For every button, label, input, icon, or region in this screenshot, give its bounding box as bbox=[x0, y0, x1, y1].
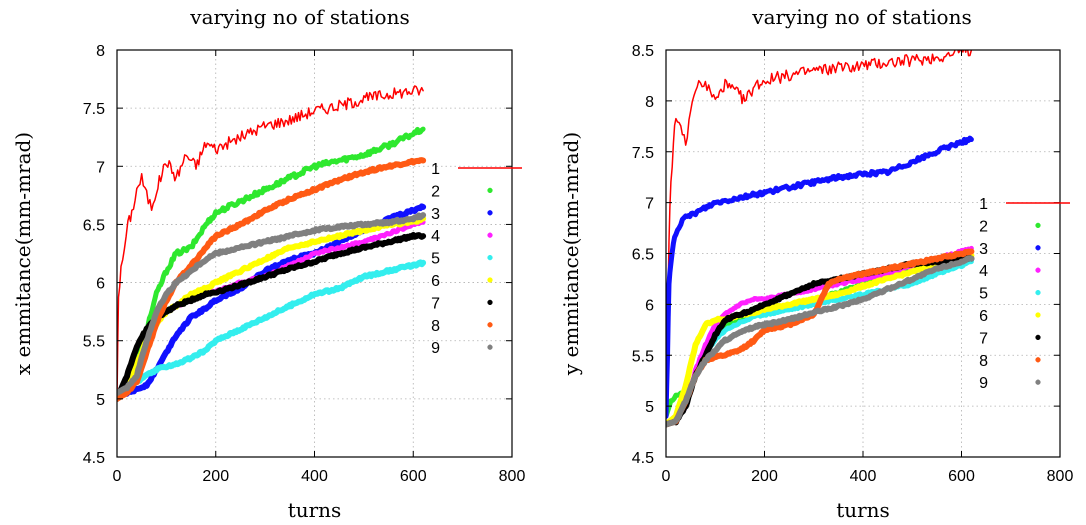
x-tick-label: 400 bbox=[850, 468, 877, 485]
legend-swatch-6 bbox=[1035, 312, 1041, 318]
series-8-line bbox=[117, 157, 427, 402]
legend-label-9: 9 bbox=[979, 375, 988, 392]
legend-label-5: 5 bbox=[979, 286, 988, 303]
series-5-line bbox=[117, 259, 427, 396]
legend-label-2: 2 bbox=[431, 183, 440, 200]
legend-swatch-2 bbox=[1035, 222, 1041, 229]
x-tick-label: 800 bbox=[1047, 468, 1074, 485]
y-tick-label: 7 bbox=[96, 159, 105, 176]
series-1-line bbox=[117, 85, 424, 400]
legend-swatch-5 bbox=[1035, 289, 1041, 296]
x-tick-label: 200 bbox=[751, 468, 778, 485]
y-tick-label: 5 bbox=[96, 392, 105, 409]
y-tick-label: 8 bbox=[96, 43, 105, 60]
y-tick-label: 5 bbox=[645, 399, 654, 416]
x-axis-label: turns bbox=[836, 498, 890, 522]
legend-label-2: 2 bbox=[979, 218, 988, 235]
legend-label-8: 8 bbox=[431, 318, 440, 335]
legend-swatch-7 bbox=[487, 299, 493, 306]
series-9-line bbox=[666, 255, 975, 428]
legend-swatch-4 bbox=[487, 232, 493, 238]
legend-swatch-9 bbox=[1035, 379, 1041, 385]
legend-swatch-2 bbox=[487, 187, 493, 194]
y-tick-label: 4.5 bbox=[83, 450, 105, 467]
chart-title: varying no of stations bbox=[751, 5, 971, 29]
legend-label-6: 6 bbox=[431, 273, 440, 290]
y-tick-label: 6 bbox=[645, 297, 654, 314]
chart-x-emittance: 0 200 400 600 800 4.5 5 5.5 6 6.5 7 7.5 8 varying no … bbox=[11, 5, 525, 522]
legend-swatch-8 bbox=[1035, 357, 1041, 363]
x-tick-label: 600 bbox=[400, 468, 427, 485]
series-7-line bbox=[117, 232, 427, 402]
y-tick-label: 4.5 bbox=[632, 450, 654, 467]
legend-label-8: 8 bbox=[979, 353, 988, 370]
series-7-line bbox=[666, 254, 975, 428]
legend: 1 2 3 4 5 6 7 8 9 bbox=[431, 161, 522, 357]
legend-label-9: 9 bbox=[431, 340, 440, 357]
legend-label-1: 1 bbox=[431, 161, 440, 178]
series-3-line bbox=[666, 135, 974, 419]
y-tick-label: 7 bbox=[645, 196, 654, 213]
legend-swatch-8 bbox=[487, 322, 493, 328]
y-tick-label: 6.5 bbox=[83, 217, 105, 234]
series-8-line bbox=[666, 248, 975, 428]
legend-label-4: 4 bbox=[979, 263, 988, 280]
chart-y-emittance: 0 200 400 600 800 4.5 5 5.5 6 6.5 7 7.5 8 8.5 varying … bbox=[559, 5, 1073, 522]
y-tick-label: 5.5 bbox=[632, 348, 654, 365]
legend-label-3: 3 bbox=[979, 241, 988, 258]
y-tick-label: 5.5 bbox=[83, 334, 105, 351]
series-2-line bbox=[117, 126, 426, 402]
y-tick-label: 8 bbox=[645, 94, 654, 111]
x-axis-label: turns bbox=[288, 498, 342, 522]
legend-label-4: 4 bbox=[431, 228, 440, 245]
legend-swatch-7 bbox=[1035, 334, 1041, 341]
legend-swatch-4 bbox=[1035, 267, 1041, 273]
x-tick-label: 0 bbox=[113, 468, 122, 485]
legend-swatch-9 bbox=[487, 344, 493, 350]
y-tick-label: 6.5 bbox=[632, 247, 654, 264]
x-tick-label: 400 bbox=[301, 468, 328, 485]
y-tick-label: 7.5 bbox=[83, 101, 105, 118]
legend-label-5: 5 bbox=[431, 251, 440, 268]
x-tick-label: 200 bbox=[202, 468, 229, 485]
legend-swatch-3 bbox=[487, 210, 493, 216]
legend-label-3: 3 bbox=[431, 206, 440, 223]
series-1-line bbox=[666, 50, 973, 418]
series-group bbox=[117, 85, 427, 402]
y-tick-label: 7.5 bbox=[632, 145, 654, 162]
x-tick-label: 0 bbox=[662, 468, 671, 485]
series-9-line bbox=[117, 212, 427, 396]
y-axis-label: y emmitance(mm-mrad) bbox=[559, 132, 583, 376]
legend-label-1: 1 bbox=[979, 196, 988, 213]
x-tick-label: 800 bbox=[499, 468, 526, 485]
chart-title: varying no of stations bbox=[189, 5, 409, 29]
legend-label-6: 6 bbox=[979, 308, 988, 325]
y-tick-label: 8.5 bbox=[632, 43, 654, 60]
legend-label-7: 7 bbox=[979, 330, 988, 347]
y-tick-label: 6 bbox=[96, 276, 105, 293]
x-tick-label: 600 bbox=[948, 468, 975, 485]
series-6-line bbox=[666, 252, 975, 428]
y-axis-label: x emmitance(mm-mrad) bbox=[11, 132, 35, 375]
legend-swatch-5 bbox=[487, 254, 493, 261]
legend-label-7: 7 bbox=[431, 295, 440, 312]
legend: 1 2 3 4 5 6 7 8 9 bbox=[979, 196, 1070, 392]
legend-swatch-3 bbox=[1035, 245, 1041, 251]
series-group bbox=[666, 50, 975, 428]
legend-swatch-6 bbox=[487, 277, 493, 283]
